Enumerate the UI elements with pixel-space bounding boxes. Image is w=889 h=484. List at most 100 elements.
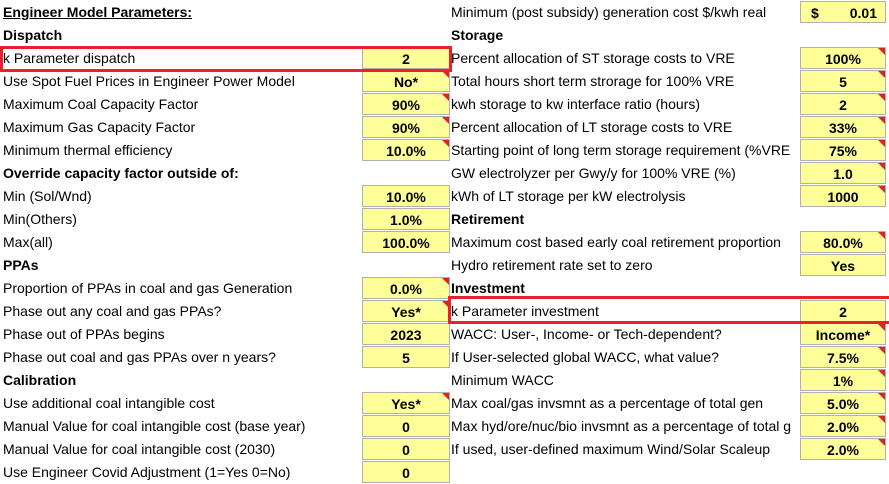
phase-out-begins-label: Phase out of PPAs begins [3, 326, 165, 342]
currency-symbol: $ [811, 5, 819, 21]
comment-marker-icon [878, 324, 885, 331]
min-sol-value: 10.0% [386, 189, 426, 205]
min-thermal-label: Minimum thermal efficiency [3, 142, 173, 158]
prop-ppas-input[interactable]: 0.0% [362, 277, 450, 299]
max-coal-gas-inv-input[interactable]: 5.0% [800, 392, 886, 414]
min-gen-cost-input[interactable]: $0.01 [800, 1, 886, 23]
comment-marker-icon [878, 416, 885, 423]
gw-electrolyzer-value: 1.0 [833, 166, 853, 182]
manual-base-label: Manual Value for coal intangible cost (b… [3, 418, 306, 434]
min-others-label: Min(Others) [3, 211, 77, 227]
min-others-value: 1.0% [390, 212, 422, 228]
st-alloc-input[interactable]: 100% [800, 47, 886, 69]
st-hours-input[interactable]: 5 [800, 70, 886, 92]
section-calibration: Calibration [3, 372, 77, 388]
comment-marker-icon [878, 117, 885, 124]
st-alloc-label: Percent allocation of ST storage costs t… [451, 50, 735, 66]
min-wacc-input[interactable]: 1% [800, 369, 886, 391]
max-coal-cf-input[interactable]: 90% [362, 93, 450, 115]
max-all-input[interactable]: 100.0% [362, 231, 450, 253]
comment-marker-icon [442, 117, 449, 124]
section-investment: Investment [451, 280, 525, 296]
covid-value: 0 [402, 465, 410, 481]
comment-marker-icon [878, 393, 885, 400]
hydro-retire-label: Hydro retirement rate set to zero [451, 257, 653, 273]
comment-marker-icon [878, 186, 885, 193]
gw-electrolyzer-input[interactable]: 1.0 [800, 162, 886, 184]
lt-alloc-label: Percent allocation of LT storage costs t… [451, 119, 733, 135]
kwh-ratio-value: 2 [839, 97, 847, 113]
min-sol-label: Min (Sol/Wnd) [3, 188, 92, 204]
max-coal-cf-label: Maximum Coal Capacity Factor [3, 96, 199, 112]
phase-out-begins-input[interactable]: 2023 [362, 323, 450, 345]
spot-fuel-input[interactable]: No* [362, 70, 450, 92]
lt-alloc-input[interactable]: 33% [800, 116, 886, 138]
max-gas-cf-input[interactable]: 90% [362, 116, 450, 138]
comment-marker-icon [878, 370, 885, 377]
manual-base-value: 0 [402, 419, 410, 435]
k-param-invest-value: 2 [839, 304, 847, 320]
max-all-label: Max(all) [3, 234, 53, 250]
wacc-value-label: If User-selected global WACC, what value… [451, 349, 719, 365]
wacc-value-value: 7.5% [827, 350, 859, 366]
phase-out-years-input[interactable]: 5 [362, 346, 450, 368]
st-alloc-value: 100% [825, 51, 861, 67]
max-early-coal-input[interactable]: 80.0% [800, 231, 886, 253]
k-param-dispatch-input[interactable]: 2 [362, 47, 450, 69]
wind-solar-scaleup-label: If used, user-defined maximum Wind/Solar… [451, 441, 771, 457]
min-thermal-input[interactable]: 10.0% [362, 139, 450, 161]
k-param-dispatch-value: 2 [402, 51, 410, 67]
wacc-dep-input[interactable]: Income* [800, 323, 886, 345]
comment-marker-icon [878, 48, 885, 55]
max-hyd-inv-value: 2.0% [827, 419, 859, 435]
section-retirement: Retirement [451, 211, 525, 227]
covid-label: Use Engineer Covid Adjustment (1=Yes 0=N… [3, 464, 291, 480]
k-param-invest-label: k Parameter investment [451, 303, 599, 319]
st-hours-value: 5 [839, 74, 847, 90]
max-all-value: 100.0% [382, 235, 430, 251]
phase-out-any-value: Yes* [391, 304, 421, 320]
min-others-input[interactable]: 1.0% [362, 208, 450, 230]
spot-fuel-label: Use Spot Fuel Prices in Engineer Power M… [3, 73, 295, 89]
phase-out-begins-value: 2023 [390, 327, 422, 343]
k-param-dispatch-label: k Parameter dispatch [3, 50, 136, 66]
section-storage: Storage [451, 27, 504, 43]
kwh-lt-input[interactable]: 1000 [800, 185, 886, 207]
covid-input[interactable]: 0 [362, 461, 450, 483]
min-wacc-label: Minimum WACC [451, 372, 554, 388]
phase-out-years-value: 5 [402, 350, 410, 366]
k-param-invest-input[interactable]: 2 [800, 300, 886, 322]
comment-marker-icon [878, 71, 885, 78]
kwh-lt-label: kWh of LT storage per kW electrolysis [451, 188, 686, 204]
lt-start-label: Starting point of long term storage requ… [451, 142, 791, 158]
kwh-lt-value: 1000 [827, 189, 859, 205]
hydro-retire-input[interactable]: Yes [800, 254, 886, 276]
min-thermal-value: 10.0% [386, 143, 426, 159]
coal-intangible-value: Yes* [391, 396, 421, 412]
coal-intangible-input[interactable]: Yes* [362, 392, 450, 414]
min-sol-input[interactable]: 10.0% [362, 185, 450, 207]
manual-2030-value: 0 [402, 442, 410, 458]
hydro-retire-value: Yes [830, 258, 856, 274]
manual-base-input[interactable]: 0 [362, 415, 450, 437]
prop-ppas-label: Proportion of PPAs in coal and gas Gener… [3, 280, 293, 296]
phase-out-any-input[interactable]: Yes* [362, 300, 450, 322]
max-early-coal-label: Maximum cost based early coal retirement… [451, 234, 781, 250]
wind-solar-scaleup-input[interactable]: 2.0% [800, 438, 886, 460]
manual-2030-label: Manual Value for coal intangible cost (2… [3, 441, 276, 457]
phase-out-any-label: Phase out any coal and gas PPAs? [3, 303, 222, 319]
section-dispatch: Dispatch [3, 27, 63, 43]
lt-start-input[interactable]: 75% [800, 139, 886, 161]
kwh-ratio-label: kwh storage to kw interface ratio (hours… [451, 96, 700, 112]
manual-2030-input[interactable]: 0 [362, 438, 450, 460]
comment-marker-icon [442, 393, 449, 400]
wacc-value-input[interactable]: 7.5% [800, 346, 886, 368]
kwh-ratio-input[interactable]: 2 [800, 93, 886, 115]
max-coal-gas-inv-label: Max coal/gas invsmnt as a percentage of … [451, 395, 764, 411]
comment-marker-icon [878, 232, 885, 239]
max-hyd-inv-input[interactable]: 2.0% [800, 415, 886, 437]
comment-marker-icon [442, 301, 449, 308]
comment-marker-icon [878, 140, 885, 147]
min-wacc-value: 1% [832, 373, 854, 389]
prop-ppas-value: 0.0% [390, 281, 422, 297]
